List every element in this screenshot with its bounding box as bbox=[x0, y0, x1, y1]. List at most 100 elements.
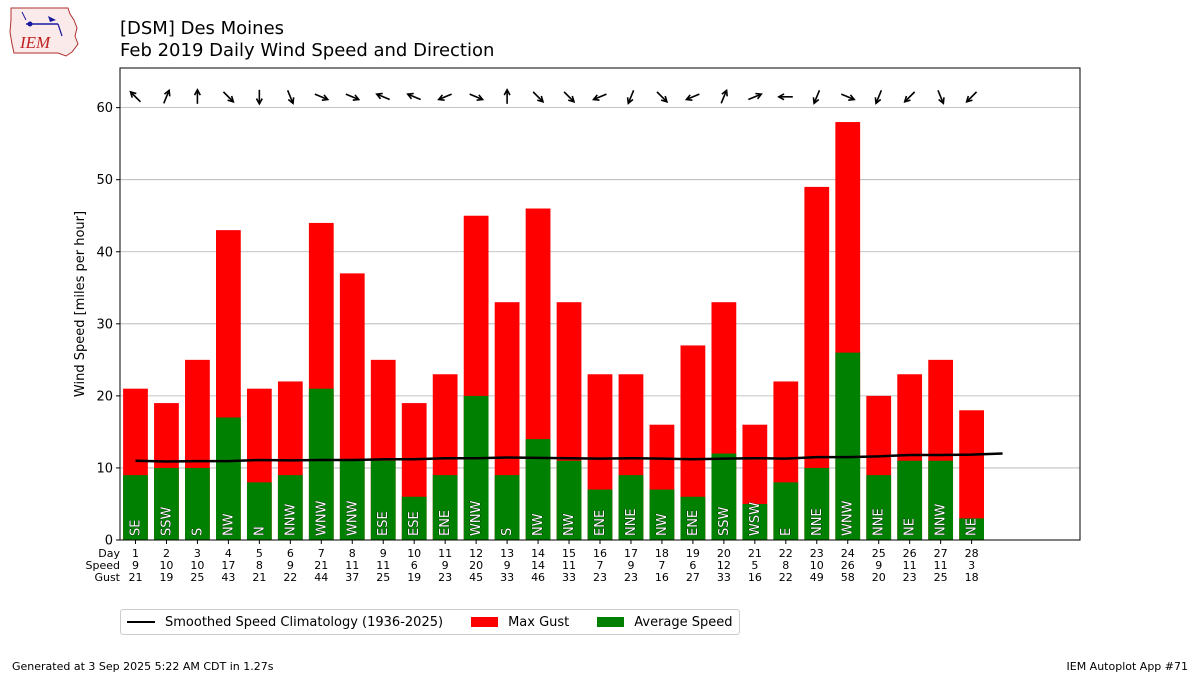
x-tick-label-day: 22 bbox=[779, 547, 793, 560]
x-tick-label-gust: 27 bbox=[686, 571, 700, 584]
direction-label: NNE bbox=[810, 508, 825, 536]
x-tick-label-speed: 10 bbox=[190, 559, 204, 572]
direction-label: SSW bbox=[159, 506, 174, 536]
x-tick-label-gust: 44 bbox=[314, 571, 328, 584]
x-tick-label-speed: 6 bbox=[689, 559, 696, 572]
climatology-line bbox=[135, 452, 1003, 463]
x-tick-label-speed: 11 bbox=[934, 559, 948, 572]
wind-direction-arrow bbox=[874, 90, 883, 105]
speed-bar bbox=[618, 475, 644, 540]
arrow-head bbox=[227, 95, 235, 103]
legend-gust-swatch bbox=[471, 617, 499, 627]
x-tick-label-speed: 11 bbox=[345, 559, 359, 572]
speed-bar bbox=[277, 475, 303, 540]
x-tick-label-speed: 12 bbox=[717, 559, 731, 572]
arrow-shaft bbox=[532, 91, 544, 103]
arrow-shaft bbox=[627, 90, 635, 104]
x-tick-label-speed: 14 bbox=[531, 559, 545, 572]
arrow-head bbox=[938, 97, 945, 105]
x-tick-label-speed: 7 bbox=[658, 559, 665, 572]
x-tick-label-gust: 18 bbox=[965, 571, 979, 584]
x-tick-label-gust: 21 bbox=[128, 571, 142, 584]
y-tick-label: 10 bbox=[96, 461, 113, 476]
speed-bar bbox=[246, 482, 272, 540]
x-tick-label-speed: 5 bbox=[751, 559, 758, 572]
legend-label: Average Speed bbox=[634, 614, 733, 630]
legend-item-average-speed: Average Speed bbox=[597, 614, 733, 630]
speed-bar bbox=[587, 489, 613, 540]
direction-label: ESE bbox=[376, 511, 391, 536]
arrow-shaft bbox=[222, 91, 234, 103]
x-tick-label-day: 12 bbox=[469, 547, 483, 560]
arrow-shaft bbox=[407, 93, 421, 101]
direction-label: NW bbox=[655, 513, 670, 536]
x-tick-label-gust: 33 bbox=[562, 571, 576, 584]
x-tick-label-speed: 11 bbox=[562, 559, 576, 572]
arrow-shaft bbox=[376, 93, 390, 101]
arrow-head bbox=[537, 95, 545, 103]
x-tick-label-speed: 11 bbox=[903, 559, 917, 572]
wind-direction-arrow bbox=[937, 90, 945, 105]
speed-bar bbox=[866, 475, 892, 540]
wind-direction-arrow bbox=[406, 92, 421, 101]
x-tick-label-speed: 21 bbox=[314, 559, 328, 572]
arrow-head bbox=[255, 98, 263, 106]
wind-direction-arrow bbox=[222, 91, 235, 103]
x-tick-label-speed: 20 bbox=[469, 559, 483, 572]
direction-label: WNW bbox=[841, 500, 856, 536]
arrow-shaft bbox=[686, 93, 700, 101]
x-tick-label-gust: 23 bbox=[903, 571, 917, 584]
x-tick-label-gust: 58 bbox=[841, 571, 855, 584]
iem-logo: IEM bbox=[8, 6, 80, 58]
direction-label: WNW bbox=[314, 500, 329, 536]
x-tick-label-gust: 45 bbox=[469, 571, 483, 584]
arrow-head bbox=[591, 94, 600, 101]
arrow-head bbox=[660, 95, 669, 103]
direction-label: NW bbox=[221, 513, 236, 536]
arrow-shaft bbox=[286, 90, 294, 104]
wind-direction-arrow bbox=[532, 91, 545, 103]
chart-title: [DSM] Des Moines bbox=[120, 18, 285, 39]
x-tick-label-day: 24 bbox=[841, 547, 855, 560]
x-tick-label-day: 9 bbox=[380, 547, 387, 560]
arrow-head bbox=[352, 94, 361, 101]
direction-label: NE bbox=[903, 518, 918, 536]
speed-bar bbox=[154, 467, 179, 540]
wind-direction-arrow bbox=[193, 88, 201, 104]
arrow-shaft bbox=[966, 91, 978, 103]
direction-label: S bbox=[190, 528, 205, 536]
wind-direction-arrow bbox=[437, 93, 452, 101]
x-tick-label-day: 13 bbox=[500, 547, 514, 560]
x-tick-label-speed: 9 bbox=[627, 559, 634, 572]
wind-direction-arrow bbox=[965, 91, 978, 103]
wind-direction-arrow bbox=[626, 90, 635, 105]
arrow-shaft bbox=[720, 90, 728, 104]
x-tick-label-day: 8 bbox=[349, 547, 356, 560]
direction-label: WNW bbox=[345, 500, 360, 536]
speed-bar bbox=[773, 482, 799, 540]
arrow-shaft bbox=[840, 93, 855, 101]
arrow-shaft bbox=[563, 91, 575, 103]
direction-label: NW bbox=[562, 513, 577, 536]
x-tick-label-day: 1 bbox=[132, 547, 139, 560]
y-tick-label: 30 bbox=[96, 317, 113, 332]
direction-label: N bbox=[252, 526, 267, 536]
arrow-head bbox=[848, 94, 856, 101]
direction-label: NNW bbox=[934, 504, 949, 536]
speed-bar bbox=[463, 395, 489, 540]
x-tick-label-speed: 9 bbox=[132, 559, 139, 572]
arrow-head bbox=[476, 94, 485, 101]
arrow-shaft bbox=[469, 93, 483, 101]
arrow-shaft bbox=[904, 91, 916, 103]
legend-speed-swatch bbox=[597, 617, 625, 627]
x-tick-label-day: 14 bbox=[531, 547, 545, 560]
x-tick-label-gust: 25 bbox=[376, 571, 390, 584]
speed-bar bbox=[928, 460, 954, 540]
x-tick-label-gust: 43 bbox=[221, 571, 235, 584]
x-tick-label-gust: 21 bbox=[252, 571, 266, 584]
direction-label: NE bbox=[965, 518, 980, 536]
y-tick-label: 60 bbox=[96, 101, 113, 116]
speed-bar bbox=[804, 467, 830, 540]
speed-bar bbox=[556, 460, 582, 540]
x-tick-label-day: 6 bbox=[287, 547, 294, 560]
